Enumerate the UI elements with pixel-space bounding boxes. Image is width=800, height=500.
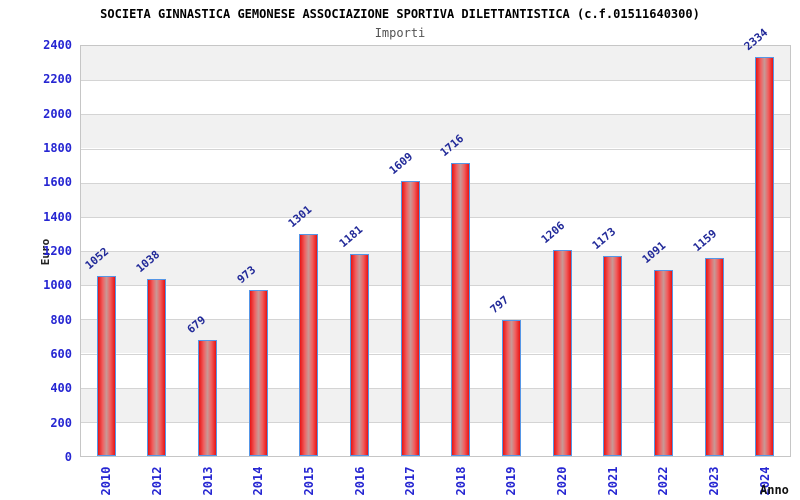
plot-area: 1052 1038 679 973 1301 1181 1609 1716 797 1206 117… <box>80 26 791 457</box>
bar-2020 <box>552 249 572 456</box>
gridline <box>81 80 790 82</box>
gridline <box>81 387 790 389</box>
y-tick-label: 2400 <box>43 38 72 52</box>
y-tick-label: 2000 <box>43 106 72 121</box>
bar-2022 <box>653 269 673 456</box>
gridline <box>81 182 790 184</box>
y-tick-label: 800 <box>50 312 72 327</box>
grid-band <box>81 387 790 422</box>
gridline <box>81 251 790 252</box>
y-tick-label: 0 <box>64 450 72 464</box>
x-tick-label: 2016 <box>352 466 367 496</box>
gridline <box>81 353 790 355</box>
gridline <box>81 285 790 287</box>
y-tick-label: 2200 <box>43 72 72 87</box>
x-tick-label: 2022 <box>656 466 671 496</box>
gridline <box>81 148 790 150</box>
y-tick-label: 600 <box>50 347 72 361</box>
bar-2024 <box>755 57 775 456</box>
bar-2023 <box>704 258 724 456</box>
x-tick-label: 2014 <box>251 466 266 496</box>
grid-band <box>81 148 790 183</box>
bar-2010 <box>96 276 116 456</box>
bar-2013 <box>198 340 218 456</box>
gridline <box>81 114 790 116</box>
bar-2018 <box>451 162 471 456</box>
chart-subtitle: Importi <box>374 26 426 40</box>
x-tick-label: 2019 <box>504 466 519 496</box>
grid-band <box>81 46 790 81</box>
y-tick-label: 1600 <box>43 175 72 190</box>
gridline <box>81 216 790 218</box>
x-tick-label: 2010 <box>99 466 114 496</box>
y-tick-label: 200 <box>50 415 72 430</box>
bar-2014 <box>248 289 268 456</box>
bar-2019 <box>501 319 521 456</box>
grid-band <box>81 421 790 456</box>
bar-2021 <box>603 255 623 456</box>
y-tick-label: 1200 <box>43 244 72 258</box>
bar-2016 <box>350 254 370 456</box>
x-tick-label: 2013 <box>200 466 215 496</box>
chart-title: SOCIETA GINNASTICA GEMONESE ASSOCIAZIONE… <box>100 7 700 21</box>
bar-2017 <box>400 181 420 456</box>
y-tick-label: 1400 <box>43 209 72 224</box>
grid-band <box>81 216 790 251</box>
x-tick-label: 2023 <box>707 466 722 496</box>
grid-band <box>81 353 790 388</box>
grid-band <box>81 114 790 149</box>
x-tick-label: 2017 <box>403 466 418 496</box>
grid-band <box>81 285 790 320</box>
x-tick-label: 2018 <box>453 466 468 496</box>
grid-band <box>81 182 790 217</box>
bar-2015 <box>299 233 319 456</box>
y-tick-label: 1000 <box>43 278 72 293</box>
x-tick-label: 2015 <box>301 466 316 496</box>
grid-band <box>81 251 790 286</box>
x-tick-label: 2021 <box>605 466 620 496</box>
x-tick-label: 2020 <box>555 466 570 496</box>
gridline <box>81 421 790 423</box>
x-axis-title: Anno <box>760 483 789 497</box>
grid-band <box>81 80 790 115</box>
x-tick-label: 2012 <box>149 466 164 496</box>
gridline <box>81 319 790 321</box>
y-tick-label: 1800 <box>43 141 72 155</box>
y-tick-label: 400 <box>50 381 72 396</box>
bar-2012 <box>147 278 167 456</box>
